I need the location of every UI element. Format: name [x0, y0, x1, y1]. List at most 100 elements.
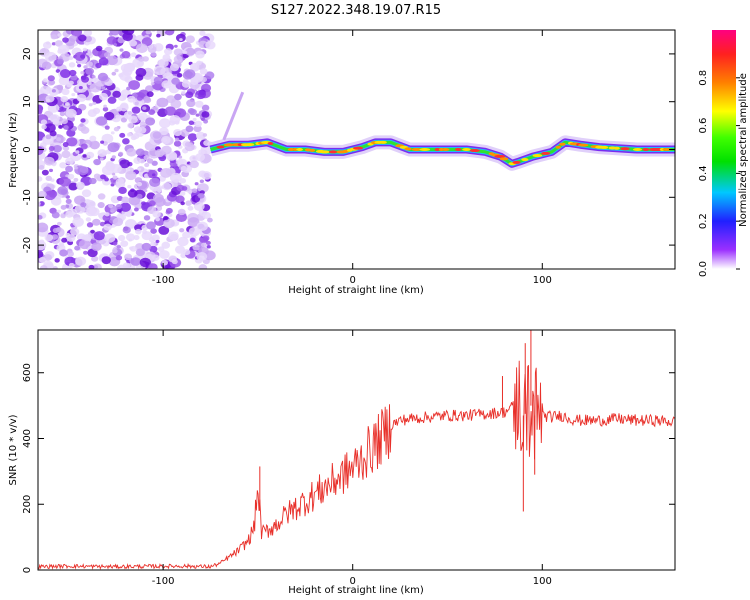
noise-blob [181, 80, 191, 88]
noise-blob [104, 177, 109, 182]
noise-blob [86, 222, 94, 228]
noise-blob [50, 34, 58, 40]
noise-blob [97, 202, 105, 209]
noise-blob [175, 33, 186, 43]
signal-peak [494, 154, 506, 158]
noise-blob [127, 122, 134, 129]
noise-blob [174, 222, 179, 226]
noise-blob [38, 256, 47, 263]
noise-blob [118, 151, 124, 157]
noise-blob [181, 90, 186, 95]
noise-blob [119, 48, 124, 52]
signal-peak [419, 148, 431, 151]
noise-blob [56, 221, 62, 226]
noise-blob [38, 201, 45, 207]
noise-blob [59, 249, 68, 257]
noise-blob [82, 47, 88, 52]
noise-blob [142, 229, 148, 235]
noise-blob [137, 56, 145, 62]
noise-blob [119, 202, 132, 212]
noise-blob [102, 214, 111, 222]
noise-blob [68, 62, 76, 68]
noise-blob [143, 215, 151, 221]
noise-blob [60, 189, 68, 195]
heatmap-ytick-label: -20 [22, 237, 33, 253]
signal-peak [599, 145, 609, 149]
noise-blob [185, 200, 192, 206]
noise-blob [148, 109, 156, 115]
noise-blob [189, 237, 196, 243]
noise-blob [169, 63, 180, 72]
noise-blob [95, 62, 102, 69]
noise-blob [63, 125, 69, 130]
signal-peak [541, 151, 551, 155]
noise-blob [119, 132, 126, 138]
noise-blob [60, 95, 69, 103]
noise-blob [38, 190, 47, 199]
noise-blob [179, 178, 187, 184]
noise-blob [159, 250, 170, 259]
noise-blob [67, 173, 75, 180]
snr-ylabel: SNR (10 * v/v) [8, 414, 19, 485]
noise-blob [146, 221, 156, 230]
signal-spur [222, 91, 245, 141]
noise-blob [54, 258, 60, 263]
noise-blob [187, 142, 194, 147]
noise-blob [152, 193, 164, 203]
noise-blob [116, 195, 123, 201]
noise-blob [45, 134, 52, 140]
snr-xtick-label: 100 [533, 576, 552, 587]
snr-xtick-label: 0 [350, 576, 356, 587]
signal-peak [267, 141, 274, 145]
noise-blob [178, 158, 188, 167]
signal-peak [352, 146, 364, 150]
noise-blob [171, 98, 176, 102]
noise-blob [89, 82, 102, 93]
noise-blob [52, 144, 62, 153]
colorbar-gradient [712, 30, 736, 269]
noise-blob [195, 113, 200, 117]
noise-blob [150, 241, 156, 247]
noise-blob [59, 69, 71, 79]
noise-blob [125, 233, 136, 242]
noise-blob [68, 35, 77, 42]
noise-blob [85, 67, 95, 76]
noise-blob [189, 62, 200, 71]
noise-blob [187, 217, 200, 228]
noise-blob [191, 188, 198, 194]
noise-blob [133, 207, 139, 212]
noise-blob [193, 201, 205, 211]
signal-peak [216, 145, 225, 149]
noise-blob [117, 234, 126, 242]
noise-blob [65, 157, 74, 165]
noise-blob [183, 50, 188, 55]
noise-blob [61, 237, 68, 243]
noise-blob [194, 182, 199, 186]
noise-blob [38, 222, 49, 233]
noise-blob [85, 217, 92, 222]
noise-blob [95, 116, 108, 126]
heatmap-xtick-label: 100 [533, 275, 552, 286]
noise-blob [75, 256, 87, 266]
noise-blob [149, 200, 156, 206]
noise-blob [144, 162, 150, 168]
noise-blob [145, 30, 152, 35]
noise-blob [93, 264, 99, 269]
noise-blob [195, 131, 206, 140]
noise-blob [91, 75, 96, 79]
noise-blob [45, 175, 52, 182]
noise-blob [202, 133, 208, 137]
noise-blob [191, 195, 201, 203]
noise-blob [122, 32, 133, 42]
noise-blob [177, 208, 186, 216]
noise-blob [51, 89, 56, 93]
noise-blob [156, 33, 161, 38]
noise-blob [68, 262, 75, 268]
noise-blob [154, 149, 165, 158]
noise-blob [54, 40, 63, 47]
noise-blob [59, 162, 67, 169]
signal-peak [462, 148, 471, 151]
noise-blob [52, 266, 58, 269]
noise-blob [73, 177, 79, 182]
noise-blob [41, 169, 49, 176]
